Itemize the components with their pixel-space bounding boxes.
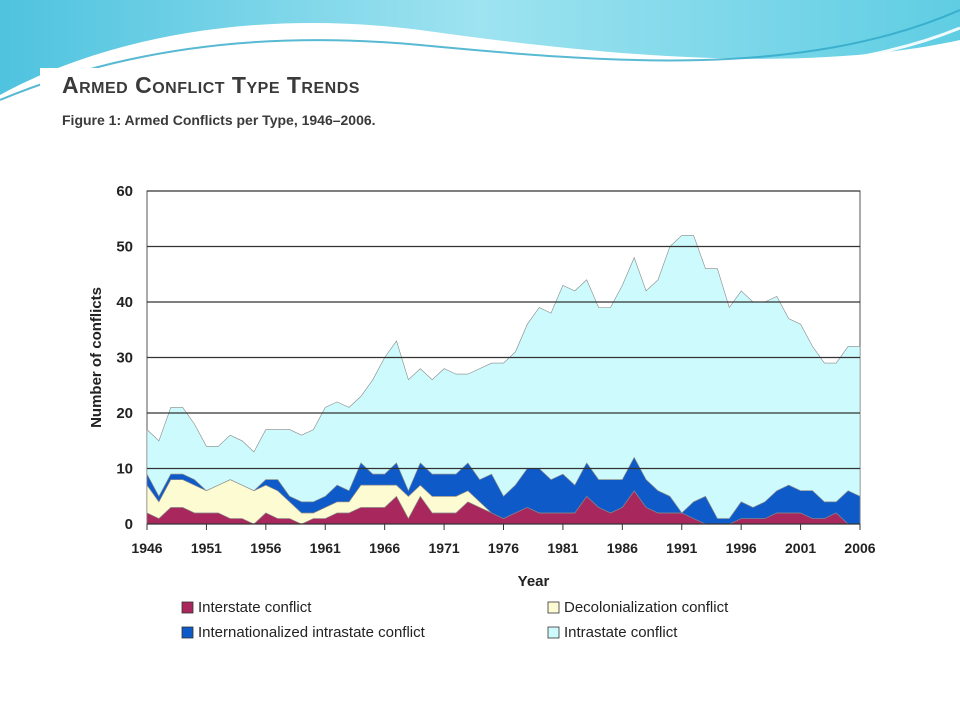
axes-layer: 0 10 20 30 40 50 60 1946 1951 1956 1961 1966 1971 197… [88,183,876,590]
legend-swatch-decolonialization [547,601,560,614]
legend-swatch-intrastate [547,626,560,639]
y-tick-label-40: 40 [116,294,133,311]
x-tick-label-2006: 2006 [844,540,875,556]
top-wave-band [0,0,960,95]
y-tick-label-0: 0 [125,516,133,533]
x-tick-label-1976: 1976 [488,540,519,556]
gridlines-layer [147,190,860,470]
x-axis-title: Year [518,573,550,590]
x-tick-label-1981: 1981 [547,540,578,556]
legend-swatch-internationalized [181,626,194,639]
y-tick-label-20: 20 [116,405,133,422]
figure-caption: Figure 1: Armed Conflicts per Type, 1946… [62,112,376,128]
legend-swatch-interstate [181,601,194,614]
x-tick-label-1991: 1991 [666,540,697,556]
area-intrastate [146,235,861,519]
legend-label-intrastate: Intrastate conflict [564,624,678,641]
y-tick-label-30: 30 [116,350,133,367]
x-tick-label-1951: 1951 [191,540,222,556]
slide-title: Armed Conflict Type Trends [62,72,360,98]
x-tick-label-1966: 1966 [369,540,400,556]
x-tick-label-2001: 2001 [785,540,816,556]
legend-label-decolonialization: Decolonialization conflict [564,599,729,616]
legend-label-internationalized: Internationalized intrastate conflict [198,624,426,641]
x-tick-label-1946: 1946 [131,540,162,556]
x-tick-label-1961: 1961 [310,540,341,556]
y-tick-label-50: 50 [116,239,133,256]
y-axis-title: Number of conflicts [88,287,105,428]
y-tick-label-10: 10 [116,461,133,478]
x-tick-label-1956: 1956 [250,540,281,556]
y-tick-label-60: 60 [116,183,133,200]
x-tick-label-1971: 1971 [429,540,460,556]
legend-label-interstate: Interstate conflict [198,599,312,616]
x-tick-label-1996: 1996 [726,540,757,556]
top-wave-line-1 [0,9,960,101]
legend-layer: Interstate conflict Decolonialization con… [181,599,729,641]
x-tick-label-1986: 1986 [607,540,638,556]
